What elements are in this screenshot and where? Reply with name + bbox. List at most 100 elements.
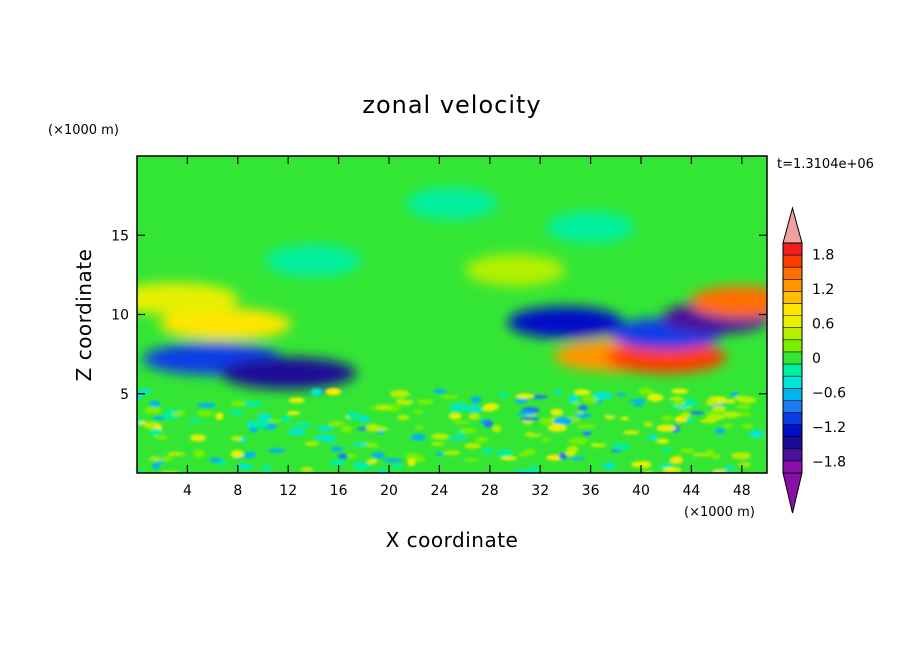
boundary-layer-cell — [286, 410, 300, 416]
boundary-layer-cell — [661, 415, 673, 421]
colorbar-segment — [783, 255, 802, 268]
colorbar-segment — [783, 460, 802, 474]
boundary-layer-cell — [230, 449, 244, 458]
boundary-layer-cell — [365, 423, 380, 432]
boundary-layer-cell — [463, 458, 480, 462]
boundary-layer-cell — [519, 417, 540, 421]
boundary-layer-cell — [144, 406, 162, 414]
boundary-layer-cell — [390, 464, 403, 469]
time-label: t=1.3104e+06 — [777, 157, 874, 172]
boundary-layer-cell — [316, 426, 334, 431]
boundary-layer-cell — [443, 450, 461, 456]
x-tick-label: 16 — [330, 483, 348, 499]
boundary-layer-cell — [615, 392, 627, 396]
boundary-layer-cell — [375, 468, 389, 473]
boundary-layer-cell — [328, 420, 345, 427]
x-axis-title: X coordinate — [386, 528, 519, 552]
boundary-layer-cell — [741, 424, 753, 429]
boundary-layer-cell — [464, 405, 483, 413]
boundary-layer-cell — [577, 424, 596, 429]
x-tick-label: 20 — [380, 483, 398, 499]
colorbar-segment — [783, 376, 802, 389]
y-unit-label: (×1000 m) — [48, 123, 119, 138]
boundary-layer-cell — [470, 396, 482, 404]
boundary-layer-cell — [710, 453, 721, 460]
boundary-layer-cell — [673, 400, 684, 407]
y-tick-label: 15 — [111, 228, 129, 244]
colorbar-tick-label: 0 — [812, 351, 821, 367]
boundary-layer-cell — [544, 464, 564, 468]
boundary-layer-cell — [712, 469, 727, 473]
boundary-layer-cell — [504, 427, 519, 431]
boundary-layer-cell — [671, 388, 689, 394]
boundary-layer-cell — [152, 450, 170, 458]
boundary-layer-cell — [402, 395, 420, 401]
boundary-layer-cell — [572, 401, 581, 406]
boundary-layer-cell — [448, 412, 462, 420]
boundary-layer-cell — [412, 409, 425, 414]
boundary-layer-cell — [669, 457, 683, 464]
y-tick-label: 5 — [120, 387, 129, 403]
colorbar: 1.8 1.2 0.6 0 −0.6 −1.2 −1.8 — [782, 206, 846, 514]
boundary-layer-cell — [236, 463, 253, 470]
colorbar-segment — [783, 436, 802, 450]
colorbar-tick-label: −1.2 — [812, 420, 846, 436]
boundary-layer-cell — [215, 412, 224, 421]
boundary-layer-cell — [390, 389, 410, 398]
boundary-layer-cell — [414, 425, 424, 430]
boundary-layer-cell — [517, 411, 536, 416]
colorbar-under-arrow — [782, 472, 803, 514]
boundary-layer-cell — [157, 435, 166, 440]
boundary-layer-cell — [646, 465, 662, 472]
boundary-layer-cell — [137, 393, 143, 401]
boundary-layer-cell — [513, 469, 532, 473]
colorbar-segment — [783, 339, 802, 353]
boundary-layer-cell — [196, 410, 214, 417]
boundary-layer-cell — [738, 462, 751, 467]
boundary-layer-cell — [623, 430, 640, 435]
field-feature — [137, 282, 239, 315]
boundary-layer-cell — [483, 420, 494, 428]
boundary-layer-cell — [453, 420, 470, 424]
field-feature — [465, 254, 565, 287]
boundary-layer-cell — [549, 433, 562, 438]
boundary-layer-cell — [496, 449, 513, 457]
x-tick-label: 36 — [582, 483, 600, 499]
boundary-layer-cell — [231, 435, 243, 441]
boundary-layer-cell — [568, 395, 579, 403]
field-feature — [265, 244, 362, 277]
y-axis: 5 10 15 — [111, 228, 767, 403]
boundary-layer-cell — [327, 438, 336, 443]
boundary-layer-cell — [658, 463, 675, 469]
boundary-layer-cell — [475, 436, 488, 443]
colorbar-tick-label: 0.6 — [812, 317, 834, 333]
boundary-layer-cell — [433, 388, 447, 394]
boundary-layer-cell — [647, 393, 664, 402]
boundary-layer-cell — [661, 448, 672, 453]
boundary-layer-cell — [656, 438, 669, 444]
boundary-layer-cell — [371, 452, 385, 459]
field-feature — [689, 285, 767, 318]
boundary-layer-cell — [574, 410, 585, 415]
boundary-layer-cell — [149, 400, 161, 407]
boundary-layer-cell — [731, 452, 751, 460]
boundary-layer-cell — [481, 448, 495, 454]
field-feature — [220, 357, 357, 390]
x-tick-label: 28 — [481, 483, 499, 499]
colorbar-segment — [783, 303, 802, 316]
boundary-layer-cell — [468, 413, 481, 420]
boundary-layer-cell — [643, 421, 654, 427]
boundary-layer-cell — [375, 404, 392, 411]
x-tick-label: 48 — [733, 483, 751, 499]
boundary-layer-cell — [628, 398, 647, 403]
boundary-layer-cell — [691, 452, 710, 457]
boundary-layer-cell — [570, 457, 586, 461]
boundary-layer-cell — [602, 409, 619, 417]
boundary-layer-cell — [602, 462, 616, 470]
boundary-layer-cell — [407, 458, 416, 467]
boundary-layer-cell — [553, 390, 562, 395]
boundary-layer-cell — [724, 465, 735, 471]
boundary-layer-cell — [680, 412, 691, 419]
boundary-layer-cell — [218, 461, 227, 466]
